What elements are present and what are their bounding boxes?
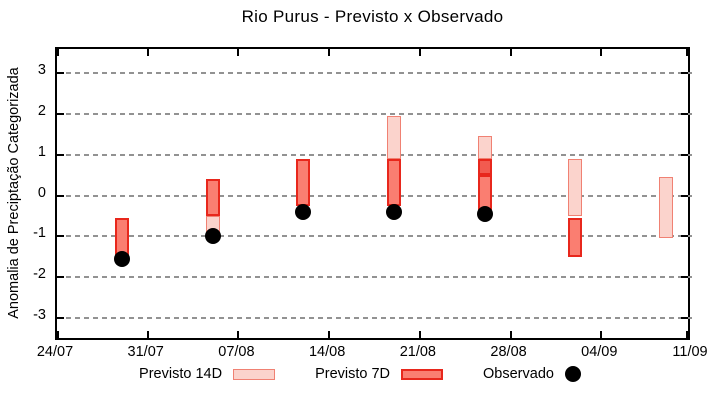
y-tick-label: 0: [37, 184, 46, 201]
x-axis-tick: [686, 331, 688, 338]
x-axis-tick: [328, 49, 331, 56]
y-axis-tick: [681, 72, 688, 75]
x-axis-tick: [57, 49, 59, 56]
x-tick-label: 04/09: [581, 344, 618, 360]
y-axis-tick: [681, 275, 688, 278]
y-tick-label: -1: [33, 225, 46, 242]
x-tick-label: 28/08: [490, 344, 527, 360]
y-axis-tick: [681, 153, 688, 156]
legend-label-previsto-7d: Previsto 7D: [315, 366, 391, 382]
y-axis-tick: [57, 316, 64, 319]
y-axis-tick: [681, 194, 688, 197]
x-axis-tick: [509, 49, 512, 56]
x-axis-tick: [146, 49, 149, 56]
forecast-bar-segment-p7: [477, 175, 492, 210]
gridline: [57, 235, 692, 238]
forecast-bar-segment-overlap: [477, 158, 492, 176]
y-axis-tick: [57, 235, 64, 238]
legend: Previsto 14D Previsto 7D Observado: [0, 366, 720, 382]
x-tick-label: 07/08: [218, 344, 255, 360]
legend-item-previsto-7d: Previsto 7D: [315, 366, 444, 382]
y-axis-tick: [57, 72, 64, 75]
y-axis-tick: [57, 113, 64, 116]
x-axis-tick: [418, 331, 421, 338]
y-tick-label: -2: [33, 265, 46, 282]
x-tick-label: 31/07: [127, 344, 164, 360]
x-axis-tick: [418, 49, 421, 56]
gridline: [57, 72, 692, 75]
forecast-bar-segment-p14: [386, 116, 401, 159]
x-tick-label: 11/09: [672, 344, 708, 360]
forecast-bar-segment-p7: [386, 158, 401, 206]
observed-point: [476, 205, 493, 222]
y-axis-tick: [57, 153, 64, 156]
forecast-bar-segment-p14: [659, 177, 674, 239]
forecast-bar-segment-p14: [568, 158, 583, 216]
chart-title: Rio Purus - Previsto x Observado: [241, 7, 504, 26]
gridline: [57, 275, 692, 278]
y-axis-tick: [681, 316, 688, 319]
y-tick-label: 2: [37, 103, 46, 120]
forecast-bar-segment-p7: [296, 158, 311, 206]
previsto-14d-swatch-icon: [233, 368, 276, 380]
y-axis-tick: [57, 194, 64, 197]
legend-item-observado: Observado: [483, 366, 581, 382]
y-axis-tick: [681, 235, 688, 238]
x-axis-tick: [237, 49, 240, 56]
y-tick-label: -3: [33, 306, 46, 323]
x-axis-tick: [328, 331, 331, 338]
forecast-bar-segment-p7: [568, 217, 583, 257]
y-tick-label: 1: [37, 143, 46, 160]
gridline: [57, 316, 692, 319]
forecast-bar-segment-p7: [114, 217, 129, 255]
plot-area: [55, 47, 692, 340]
gridline: [57, 194, 692, 197]
x-axis-tick: [237, 331, 240, 338]
x-axis-tick: [686, 49, 688, 56]
x-tick-label: 21/08: [399, 344, 436, 360]
x-axis-tick: [600, 331, 603, 338]
y-axis-tick: [681, 113, 688, 116]
observado-dot-icon: [564, 366, 581, 382]
gridline: [57, 153, 692, 156]
forecast-bar-segment-p7: [205, 179, 220, 216]
y-axis-tick: [57, 275, 64, 278]
x-axis-tick: [146, 331, 149, 338]
gridline: [57, 113, 692, 116]
observed-point: [204, 228, 221, 245]
x-axis-tick: [509, 331, 512, 338]
x-axis-tick: [57, 331, 59, 338]
observed-point: [385, 203, 402, 220]
x-tick-label: 14/08: [308, 344, 346, 360]
x-axis-tick: [600, 49, 603, 56]
legend-item-previsto-14d: Previsto 14D: [139, 366, 276, 382]
observed-point: [295, 203, 312, 220]
legend-label-observado: Observado: [483, 366, 554, 382]
x-tick-label: 24/07: [36, 344, 74, 360]
legend-label-previsto-14d: Previsto 14D: [139, 366, 223, 382]
y-tick-label: 3: [37, 62, 46, 79]
forecast-bar-segment-p14: [477, 136, 492, 159]
observed-point: [113, 250, 130, 267]
previsto-7d-swatch-icon: [401, 368, 444, 380]
